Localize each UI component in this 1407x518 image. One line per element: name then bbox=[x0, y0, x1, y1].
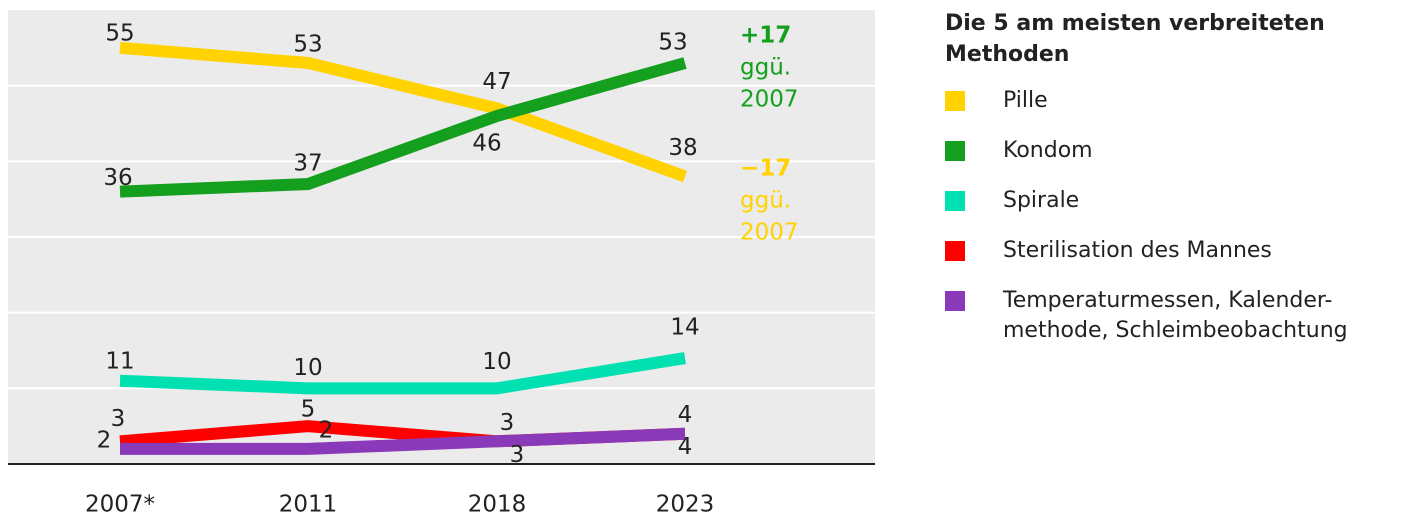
data-label: 53 bbox=[293, 31, 322, 57]
legend-item: Sterilisation des Mannes bbox=[945, 236, 1405, 266]
legend-title: Die 5 am meisten verbreiteten Methoden bbox=[945, 11, 1325, 67]
series-line bbox=[119, 57, 687, 198]
x-tick-label: 2023 bbox=[656, 492, 715, 518]
legend-label: Pille bbox=[1003, 88, 1048, 113]
legend: Die 5 am meisten verbreiteten Methoden P… bbox=[945, 8, 1405, 366]
legend-swatch bbox=[945, 291, 965, 311]
data-label: 3 bbox=[111, 406, 126, 432]
annotation: −17 bbox=[740, 156, 791, 182]
data-label: 37 bbox=[293, 151, 322, 177]
legend-swatch bbox=[945, 241, 965, 261]
legend-label: Temperaturmessen, Kalender- methode, Sch… bbox=[1003, 288, 1348, 343]
data-label: 5 bbox=[301, 397, 316, 423]
legend-label: Sterilisation des Mannes bbox=[1003, 238, 1272, 263]
series-line bbox=[119, 41, 688, 183]
data-label: 2 bbox=[97, 427, 112, 453]
data-label: 10 bbox=[293, 355, 322, 381]
legend-label: Kondom bbox=[1003, 138, 1093, 163]
data-label: 55 bbox=[105, 20, 134, 46]
annotation: ggü. bbox=[740, 55, 791, 81]
x-tick-label: 2011 bbox=[279, 492, 338, 518]
data-label: 4 bbox=[678, 434, 693, 460]
data-label: 4 bbox=[678, 402, 693, 428]
x-tick-label: 2018 bbox=[468, 492, 527, 518]
data-label: 36 bbox=[103, 165, 132, 191]
legend-item: Spirale bbox=[945, 186, 1405, 216]
data-label: 38 bbox=[668, 135, 697, 161]
annotation: ggü. bbox=[740, 188, 791, 214]
legend-label: Spirale bbox=[1003, 188, 1080, 213]
data-label: 2 bbox=[319, 417, 334, 443]
annotation: +17 bbox=[740, 23, 791, 49]
data-label: 3 bbox=[510, 442, 525, 468]
data-label: 11 bbox=[105, 348, 134, 374]
legend-item: Pille bbox=[945, 86, 1405, 116]
data-label: 53 bbox=[658, 29, 687, 55]
x-tick-label: 2007* bbox=[85, 492, 155, 518]
data-label: 47 bbox=[482, 69, 511, 95]
series-line bbox=[120, 427, 686, 455]
data-label: 46 bbox=[472, 130, 501, 156]
data-label: 3 bbox=[500, 410, 515, 436]
data-label: 10 bbox=[482, 349, 511, 375]
annotation: 2007 bbox=[740, 87, 799, 113]
series-line bbox=[119, 352, 686, 395]
legend-item: Kondom bbox=[945, 136, 1405, 166]
annotation: 2007 bbox=[740, 220, 799, 246]
legend-item: Temperaturmessen, Kalender- methode, Sch… bbox=[945, 286, 1405, 346]
legend-swatch bbox=[945, 191, 965, 211]
legend-swatch bbox=[945, 91, 965, 111]
legend-swatch bbox=[945, 141, 965, 161]
data-label: 14 bbox=[670, 315, 699, 341]
